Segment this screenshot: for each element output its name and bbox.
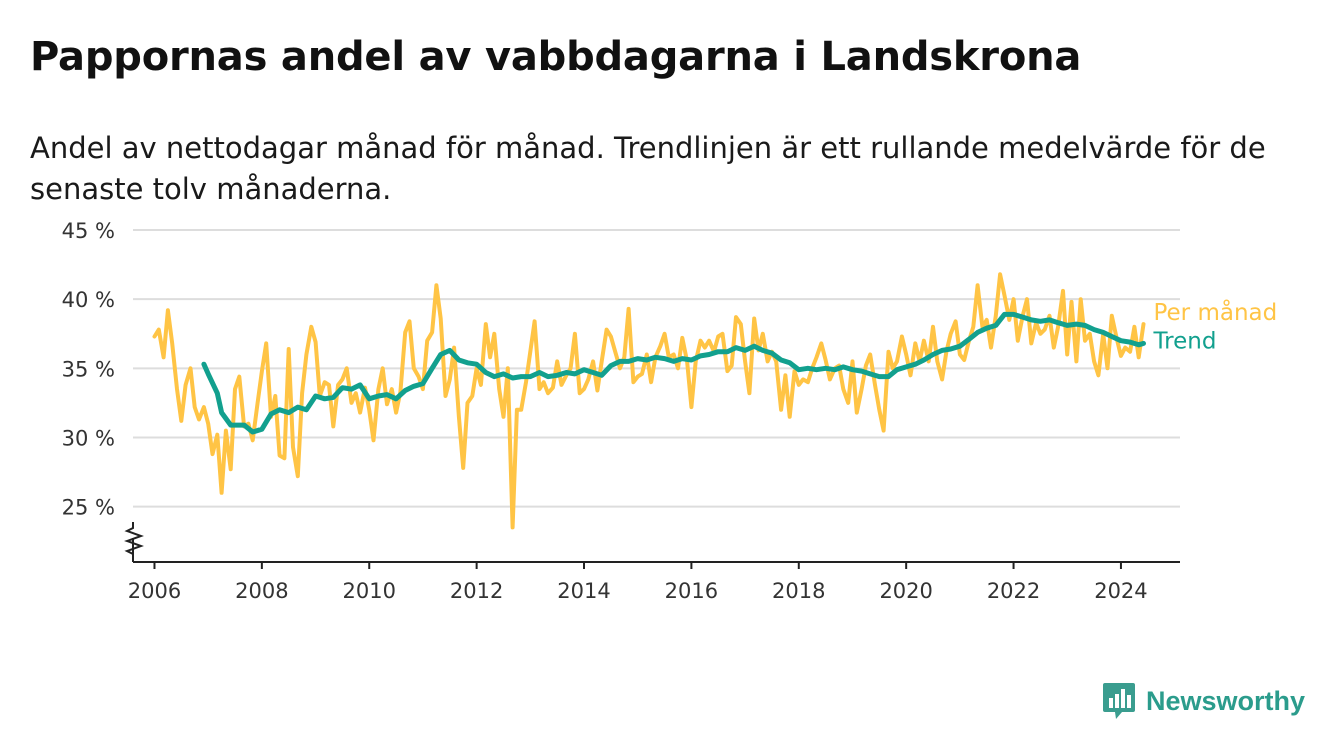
axes: [124, 522, 1180, 563]
x-tick-label: 2018: [772, 579, 825, 603]
x-tick-label: 2008: [235, 579, 288, 603]
brand-logo: Newsworthy: [1102, 682, 1305, 720]
x-tick-label: 2012: [450, 579, 503, 603]
y-tick-label: 45 %: [62, 219, 115, 243]
y-tick-label: 35 %: [62, 357, 115, 381]
y-axis-tick-labels: 25 % 30 % 35 % 40 % 45 %: [62, 219, 115, 520]
x-tick-label: 2024: [1094, 579, 1147, 603]
chart-title: Pappornas andel av vabbdagarna i Landskr…: [30, 34, 1082, 80]
series-lines: [152, 272, 1146, 530]
newsworthy-logo-icon: [1103, 683, 1135, 719]
y-tick-label: 40 %: [62, 288, 115, 312]
series-label-per-manad: Per månad: [1153, 298, 1277, 326]
axis-break-marker: [124, 522, 144, 558]
brand-name: Newsworthy: [1146, 685, 1306, 716]
x-tick-label: 2006: [128, 579, 181, 603]
y-tick-label: 25 %: [62, 496, 115, 520]
x-tick-label: 2014: [557, 579, 610, 603]
chart-subtitle: Andel av nettodagar månad för månad. Tre…: [30, 131, 1266, 206]
x-tick-label: 2010: [343, 579, 396, 603]
series-label-trend: Trend: [1152, 328, 1216, 354]
x-tick-label: 2016: [665, 579, 718, 603]
series-line-trend: [201, 311, 1146, 435]
series-line-per-manad: [152, 272, 1146, 530]
x-axis-tick-labels: 2006 2008 2010 2012 2014 2016 2018 2020 2022 2024: [128, 562, 1148, 603]
x-tick-label: 2020: [879, 579, 932, 603]
x-tick-label: 2022: [987, 579, 1040, 603]
y-tick-label: 30 %: [62, 427, 115, 451]
